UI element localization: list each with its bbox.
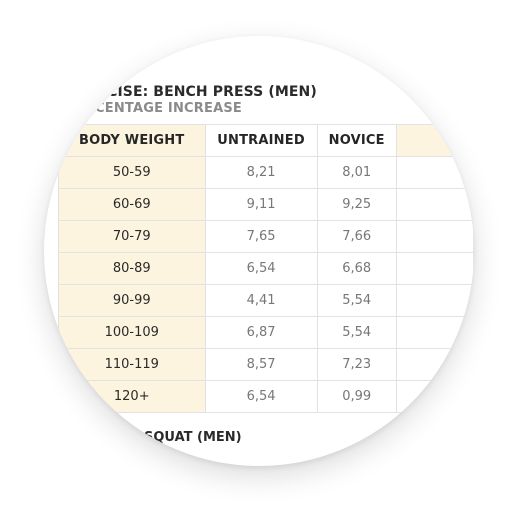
cell-next-level: [395, 188, 474, 221]
cell-next-level: [395, 284, 474, 317]
table-row: 50-59 8,21 8,01: [58, 156, 474, 189]
cell-untrained: 8,57: [204, 348, 318, 381]
document-page: EXERCISE: BENCH PRESS (MEN) PERCENTAGE I…: [44, 36, 474, 466]
cell-next-level: [395, 316, 474, 349]
cell-body-weight: 60-69: [58, 188, 206, 221]
cell-next-level: [395, 252, 474, 285]
header-next-level: [395, 124, 474, 157]
cell-next-level: [395, 348, 474, 381]
cell-next-level: [395, 220, 474, 253]
cell-untrained: 6,54: [204, 380, 318, 413]
header-body-weight: BODY WEIGHT: [58, 124, 206, 157]
table-row: 120+ 6,54 0,99: [58, 380, 474, 413]
cell-body-weight: 90-99: [58, 284, 206, 317]
cell-untrained: 6,54: [204, 252, 318, 285]
strength-table: BODY WEIGHT UNTRAINED NOVICE 50-59 8,21 …: [58, 124, 474, 413]
cell-novice: 5,54: [316, 316, 397, 349]
table-row: 110-119 8,57 7,23: [58, 348, 474, 381]
cell-novice: 8,01: [316, 156, 397, 189]
cell-body-weight: 100-109: [58, 316, 206, 349]
cell-body-weight: 120+: [58, 380, 206, 413]
table-row: 100-109 6,87 5,54: [58, 316, 474, 349]
magnifier-lens: EXERCISE: BENCH PRESS (MEN) PERCENTAGE I…: [44, 36, 474, 466]
cell-novice: 9,25: [316, 188, 397, 221]
cell-body-weight: 110-119: [58, 348, 206, 381]
cell-novice: 7,66: [316, 220, 397, 253]
next-exercise-title: SQUAT (MEN): [144, 430, 242, 445]
table-subtitle: PERCENTAGE INCREASE: [66, 101, 242, 116]
cell-untrained: 7,65: [204, 220, 318, 253]
table-row: 80-89 6,54 6,68: [58, 252, 474, 285]
cell-untrained: 8,21: [204, 156, 318, 189]
cell-body-weight: 70-79: [58, 220, 206, 253]
cell-untrained: 9,11: [204, 188, 318, 221]
table-row: 90-99 4,41 5,54: [58, 284, 474, 317]
header-novice: NOVICE: [316, 124, 397, 157]
cell-novice: 0,99: [316, 380, 397, 413]
cell-novice: 5,54: [316, 284, 397, 317]
table-header-row: BODY WEIGHT UNTRAINED NOVICE: [58, 124, 474, 157]
table-row: 70-79 7,65 7,66: [58, 220, 474, 253]
cell-body-weight: 80-89: [58, 252, 206, 285]
cell-novice: 7,23: [316, 348, 397, 381]
cell-untrained: 6,87: [204, 316, 318, 349]
cell-novice: 6,68: [316, 252, 397, 285]
cell-untrained: 4,41: [204, 284, 318, 317]
header-untrained: UNTRAINED: [204, 124, 318, 157]
table-row: 60-69 9,11 9,25: [58, 188, 474, 221]
exercise-title: EXERCISE: BENCH PRESS (MEN): [66, 84, 317, 100]
cell-body-weight: 50-59: [58, 156, 206, 189]
cell-next-level: [395, 156, 474, 189]
cell-next-level: [395, 380, 474, 413]
